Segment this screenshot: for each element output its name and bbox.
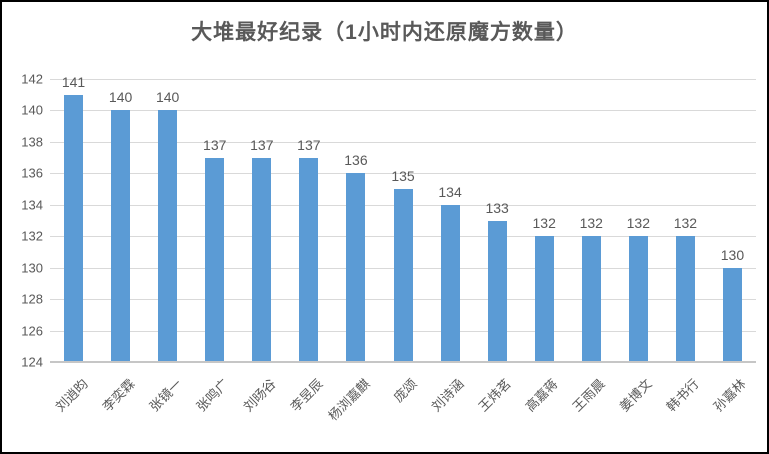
gridline [50, 141, 756, 143]
bar-value-label: 140 [155, 89, 180, 106]
y-axis-tick-label: 136 [21, 165, 43, 181]
bar [252, 157, 272, 361]
bar [628, 236, 648, 361]
bar-value-label: 137 [203, 136, 227, 153]
y-axis-tick-label: 134 [21, 197, 43, 213]
bar [534, 236, 554, 361]
bar-value-label: 130 [720, 246, 745, 263]
bar-value-label: 135 [391, 168, 415, 185]
bar-value-label: 134 [438, 183, 462, 200]
bar [675, 236, 695, 361]
bar-value-label: 132 [626, 215, 651, 232]
bar-value-label: 132 [532, 215, 556, 232]
bar-value-label: 137 [250, 136, 274, 153]
gridline [50, 110, 756, 112]
bar [487, 220, 507, 361]
y-axis-tick-label: 138 [21, 134, 43, 150]
plot-area: 124 126 128 130 132 134 136 138 140 142 141 刘逍昀 140 李… [21, 72, 756, 424]
bar-value-label: 132 [673, 215, 698, 232]
bar [158, 110, 178, 361]
x-axis-line [50, 361, 756, 363]
bar [393, 189, 413, 361]
bar [581, 236, 601, 361]
y-axis-tick-label: 142 [21, 71, 43, 87]
bar-value-label: 133 [485, 199, 509, 216]
gridline [50, 79, 756, 80]
y-axis-tick-label: 124 [21, 354, 43, 370]
y-axis-tick-label: 128 [21, 291, 43, 307]
y-axis-tick-label: 126 [21, 323, 43, 339]
y-axis-tick-label: 130 [21, 260, 43, 276]
bar [346, 173, 366, 361]
gridline [50, 173, 756, 175]
y-axis-tick-label: 132 [21, 228, 43, 244]
bar-value-label: 140 [108, 89, 133, 106]
bar [440, 204, 460, 361]
bar [299, 157, 319, 361]
bar [64, 94, 84, 361]
y-axis-tick-label: 140 [21, 102, 43, 118]
bar [205, 157, 225, 361]
bar [111, 110, 131, 361]
bar-value-label: 136 [344, 152, 368, 169]
bar-value-label: 137 [297, 136, 321, 153]
bar-value-label: 141 [61, 73, 86, 90]
bar [722, 267, 742, 361]
chart-title: 大堆最好纪录（1小时内还原魔方数量） [191, 21, 578, 44]
bar-value-label: 132 [579, 215, 603, 232]
